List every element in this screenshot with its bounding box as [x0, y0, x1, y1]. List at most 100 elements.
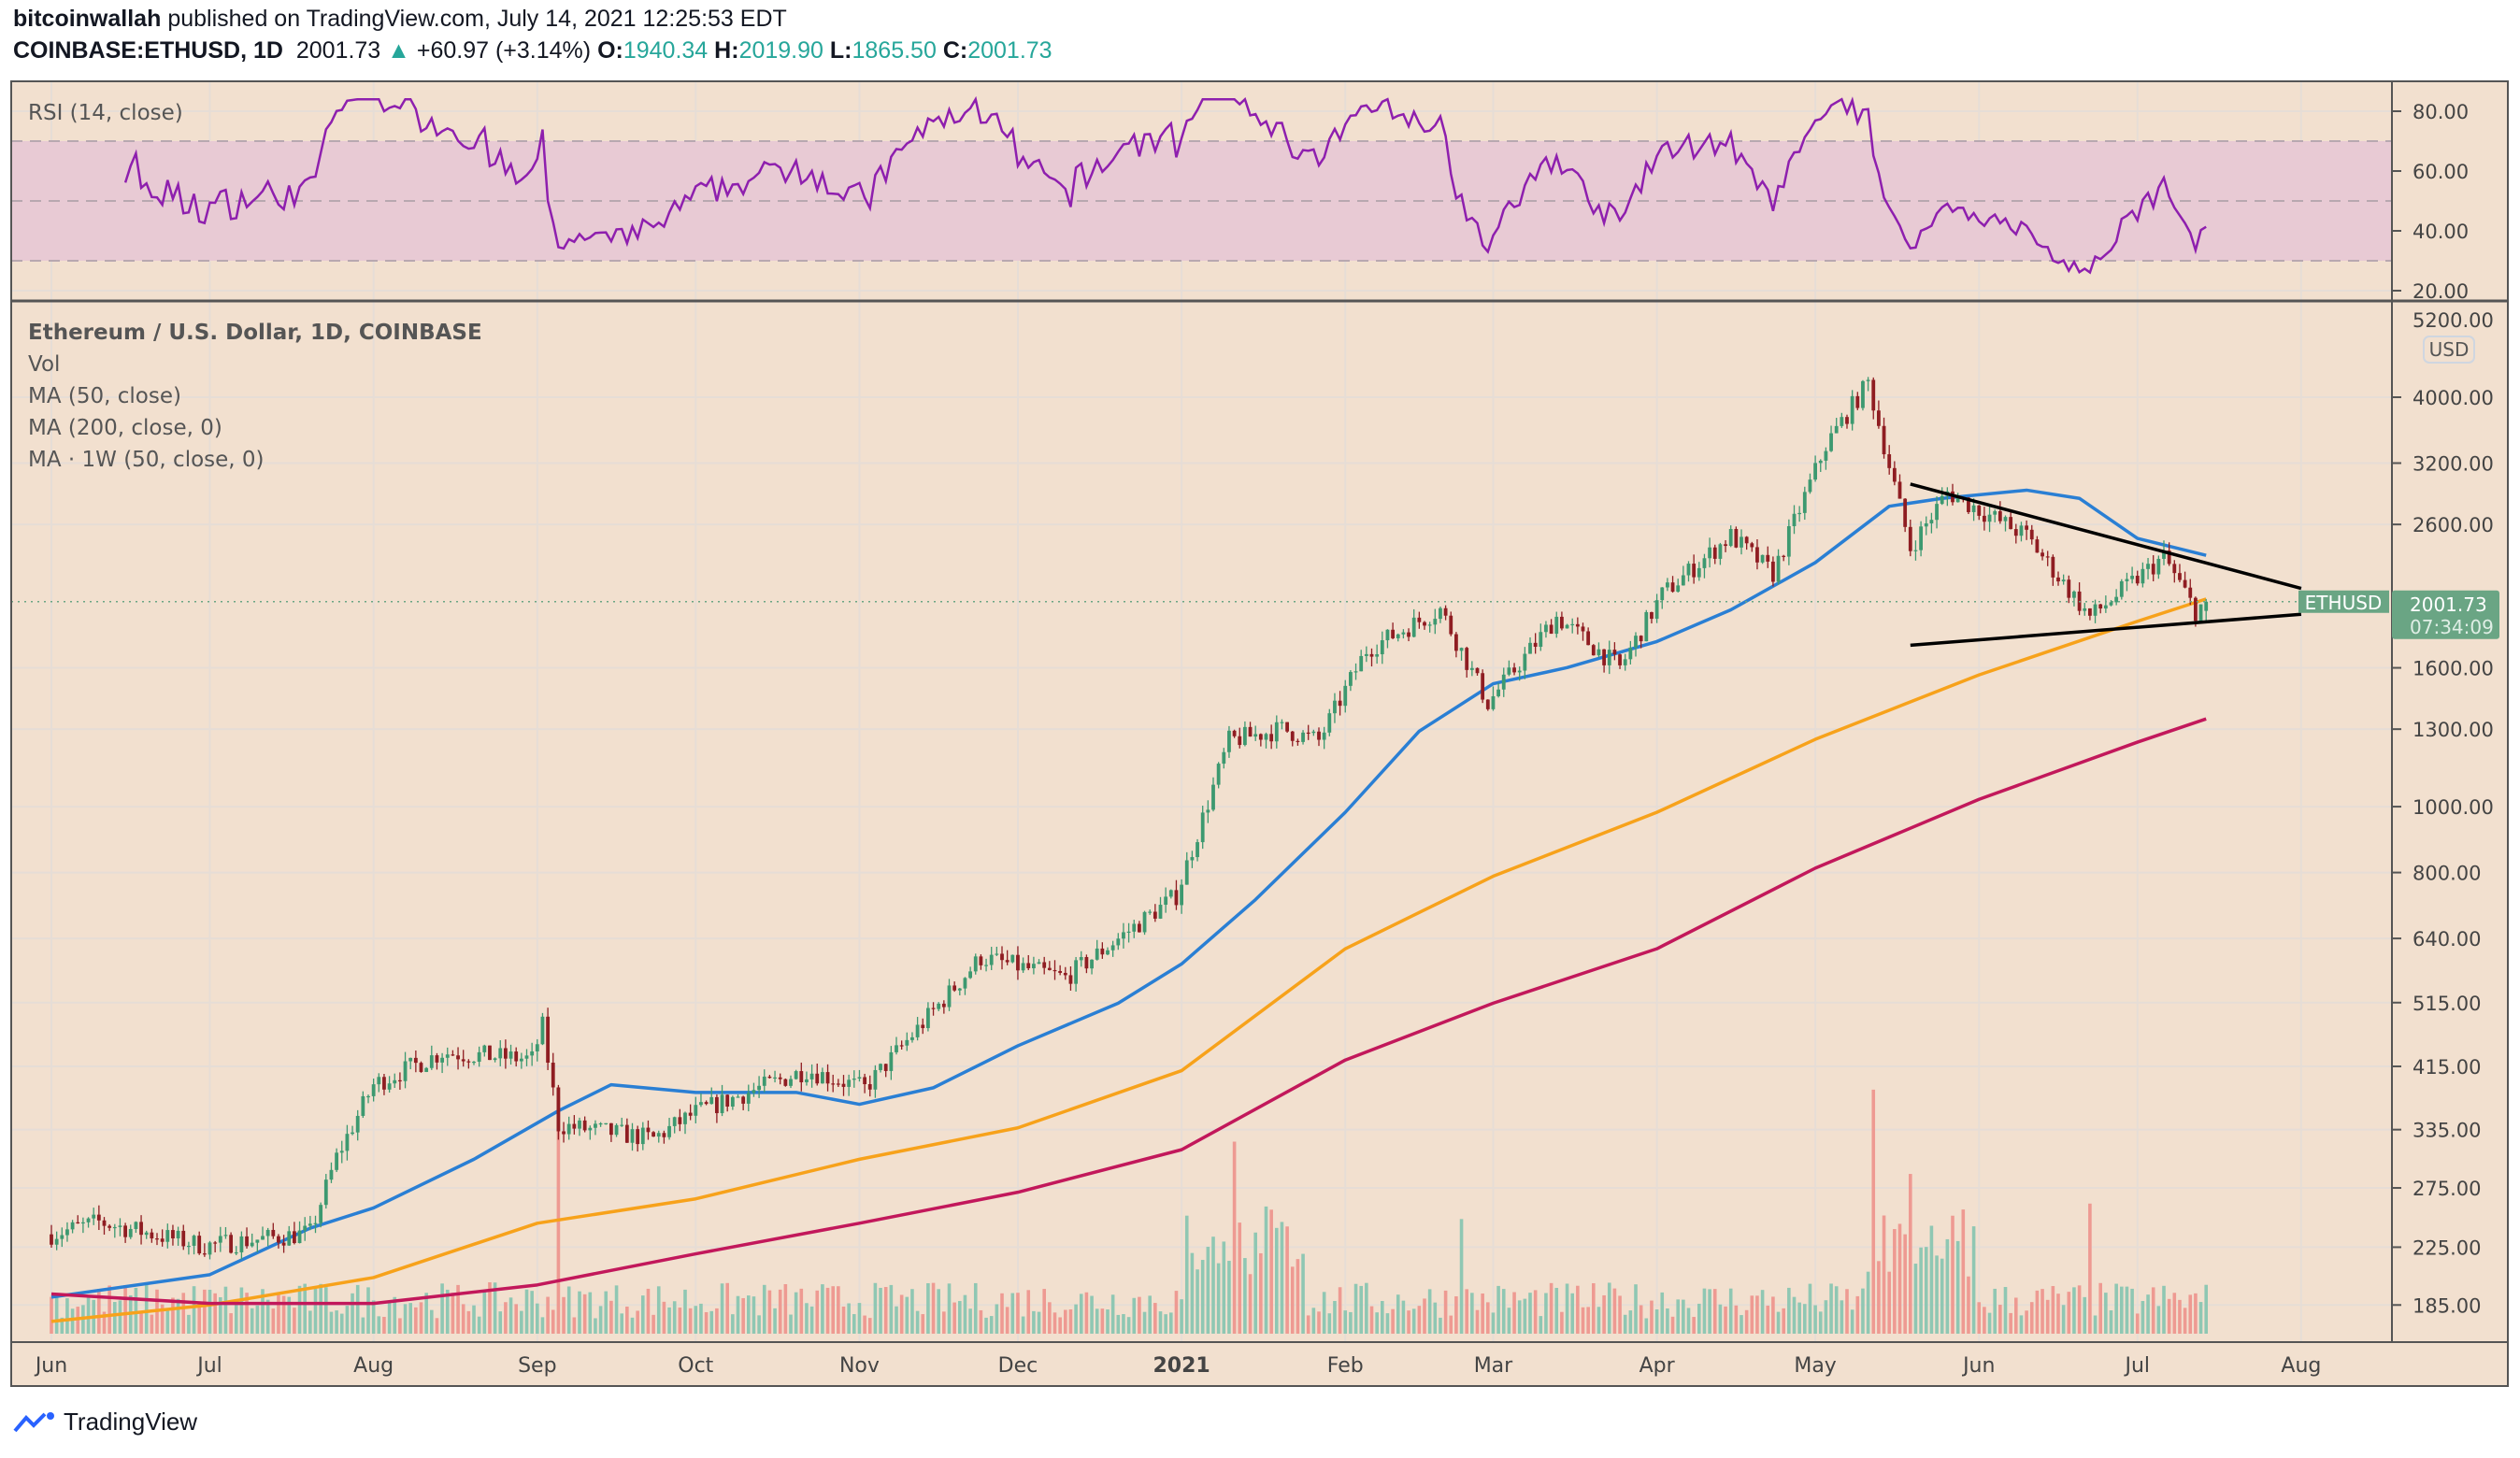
volume-bar: [1628, 1310, 1633, 1334]
candle-body: [351, 1132, 354, 1135]
candle-body: [1206, 809, 1210, 813]
candle-body: [393, 1079, 397, 1084]
volume-bar: [345, 1306, 350, 1334]
volume-bar: [339, 1313, 344, 1334]
low-label: L:: [829, 37, 852, 64]
candle-body: [329, 1169, 334, 1180]
volume-bar: [1211, 1236, 1215, 1334]
volume-bar: [1174, 1291, 1179, 1334]
volume-bar: [857, 1303, 862, 1334]
volume-bar: [656, 1286, 661, 1334]
volume-bar: [2035, 1290, 2040, 1334]
volume-bar: [752, 1296, 756, 1334]
volume-bar: [382, 1316, 386, 1334]
volume-bar: [1644, 1318, 1649, 1334]
candle-body: [176, 1230, 180, 1239]
candle-body: [1686, 564, 1691, 576]
volume-bar: [1782, 1308, 1785, 1334]
candle-body: [1158, 905, 1163, 919]
candle-body: [1168, 890, 1173, 897]
candle-body: [366, 1095, 370, 1098]
volume-bar: [1955, 1240, 1960, 1334]
volume-bar: [995, 1304, 999, 1334]
volume-bar: [1654, 1309, 1659, 1334]
volume-bar: [1454, 1296, 1458, 1334]
candle-body: [968, 971, 972, 979]
candle-body: [1639, 636, 1643, 642]
volume-bar: [2093, 1315, 2098, 1334]
volume-bar: [609, 1300, 613, 1334]
candle-body: [1660, 587, 1665, 601]
candle-body: [715, 1096, 719, 1114]
candle-body: [1349, 672, 1353, 686]
candle-body: [1829, 433, 1833, 451]
volume-bar: [1740, 1315, 1743, 1334]
candle-body: [1877, 410, 1881, 426]
candle-body: [408, 1057, 413, 1062]
volume-bar: [1317, 1311, 1321, 1334]
volume-bar: [588, 1292, 593, 1334]
author-name[interactable]: bitcoinwallah: [13, 6, 162, 32]
candle-body: [899, 1045, 904, 1047]
candle-body: [297, 1230, 302, 1244]
volume-bar: [921, 1314, 925, 1334]
volume-bar: [197, 1304, 201, 1334]
volume-bar: [1501, 1289, 1506, 1334]
candle-body: [371, 1084, 376, 1096]
bar-countdown: 07:34:09: [2410, 616, 2494, 638]
candle-body: [1174, 890, 1179, 906]
volume-bar: [1206, 1247, 1210, 1334]
volume-bar: [250, 1308, 254, 1334]
volume-bar: [636, 1310, 639, 1334]
volume-bar: [942, 1311, 946, 1334]
candle-body: [1612, 650, 1617, 655]
high-value: 2019.90: [738, 37, 823, 64]
volume-bar: [1686, 1308, 1691, 1334]
candle-body: [1095, 948, 1099, 960]
rsi-tick-label: 20.00: [2413, 280, 2469, 303]
candle-body: [1369, 653, 1374, 657]
candle-body: [1523, 653, 1527, 671]
volume-bar: [297, 1285, 302, 1334]
candle-body: [1180, 884, 1183, 906]
volume-bar: [1734, 1305, 1739, 1334]
candle-body: [1628, 647, 1633, 660]
volume-bar: [234, 1300, 238, 1334]
volume-bar: [208, 1290, 212, 1334]
volume-bar: [70, 1308, 75, 1334]
candle-body: [578, 1120, 581, 1129]
candle-body: [60, 1235, 64, 1239]
volume-bar: [1702, 1288, 1707, 1334]
candle-body: [1983, 515, 1986, 522]
currency-badge[interactable]: [2423, 336, 2475, 364]
volume-bar: [2156, 1306, 2161, 1334]
candle-body: [582, 1120, 587, 1131]
candle-body: [234, 1251, 238, 1254]
volume-bar: [440, 1283, 444, 1334]
volume-bar: [477, 1316, 481, 1334]
candle-body: [128, 1228, 133, 1237]
tradingview-logo[interactable]: TradingView: [13, 1408, 197, 1437]
volume-bar: [1507, 1308, 1511, 1334]
volume-bar: [1549, 1282, 1554, 1334]
volume-bar: [245, 1293, 249, 1334]
candle-body: [1782, 555, 1786, 557]
candle-body: [841, 1083, 846, 1087]
candle-body: [947, 985, 952, 1008]
candle-body: [678, 1117, 682, 1124]
currency-label: USD: [2429, 338, 2470, 361]
volume-bar: [1987, 1312, 1992, 1334]
volume-bar: [1079, 1294, 1083, 1334]
candle-body: [1734, 528, 1739, 548]
candle-body: [1681, 575, 1685, 586]
candle-body: [1728, 528, 1733, 547]
candle-body: [752, 1090, 756, 1094]
candle-body: [323, 1179, 328, 1206]
candle-body: [96, 1214, 101, 1221]
trendlines[interactable]: [11, 482, 2392, 648]
volume-bar: [488, 1282, 492, 1334]
price-tick-label: 4000.00: [2413, 387, 2494, 409]
candle-body: [1786, 525, 1791, 557]
volume-bar: [2204, 1284, 2208, 1334]
